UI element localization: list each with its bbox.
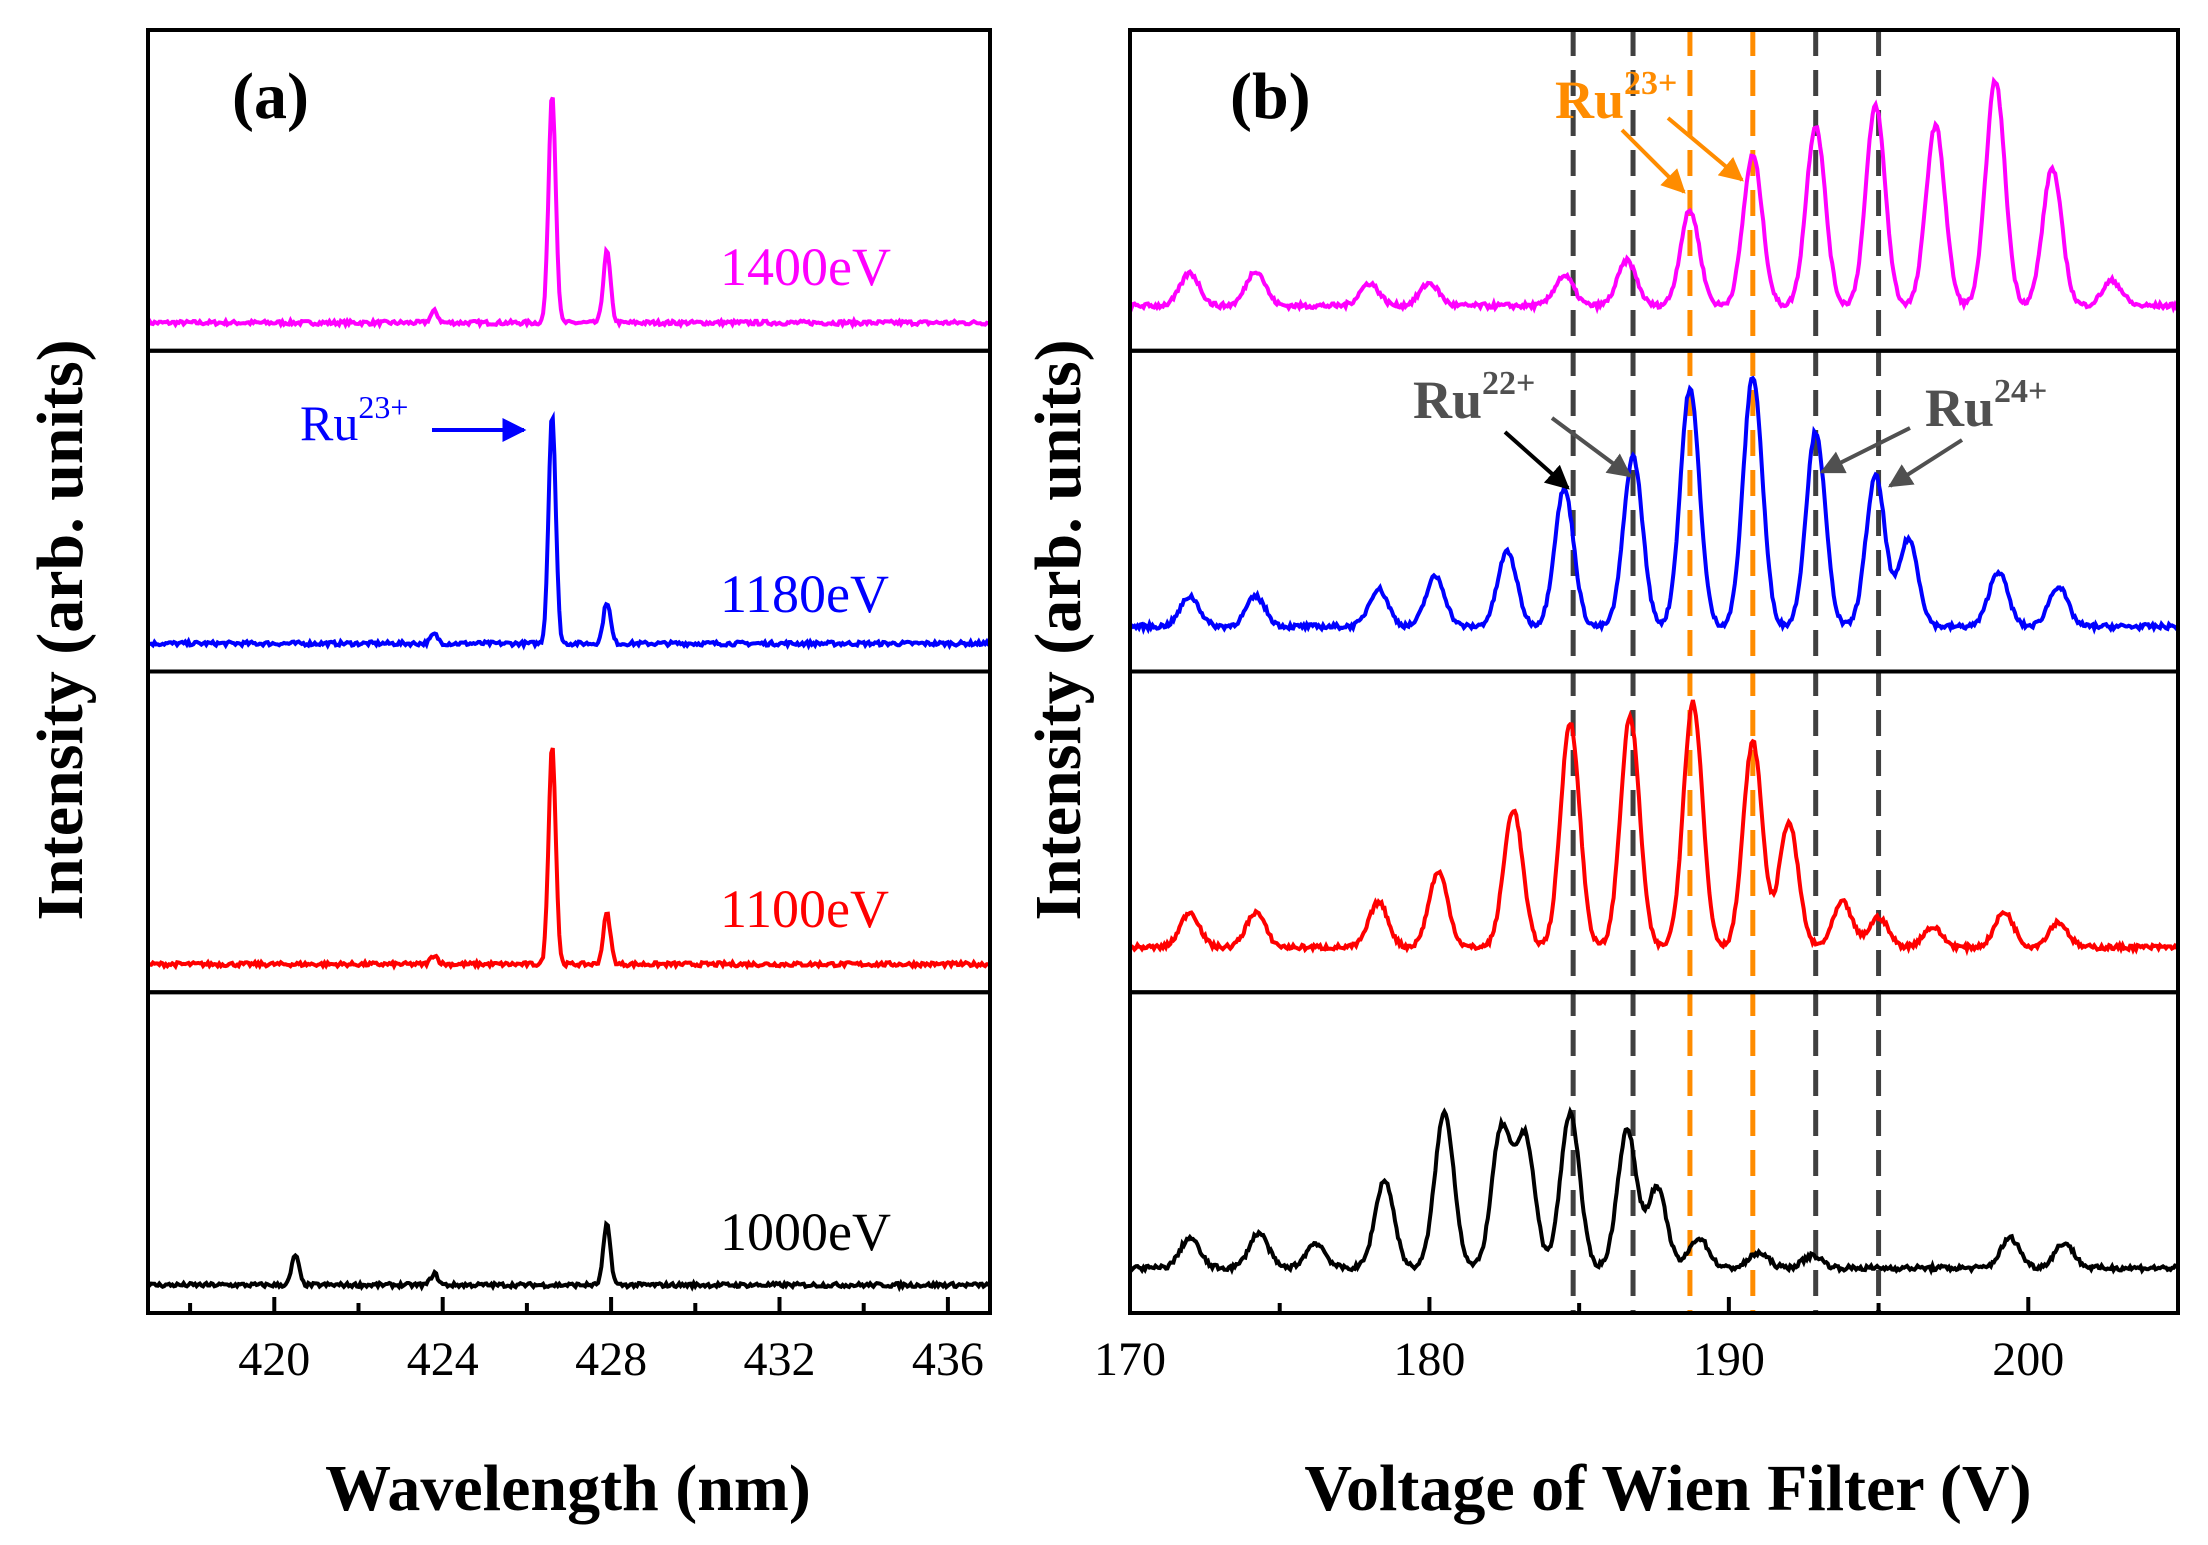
annotation-ru23-b: Ru23+ (1555, 65, 1744, 194)
annotation-ru23-b-arrow-1 (1620, 128, 1686, 194)
panel-a-ylabel: Intensity (arb. units) (24, 339, 97, 920)
panel-a-strip-frame (146, 990, 992, 1315)
panel-a-xlabel: Wavelength (nm) (325, 1452, 811, 1525)
panel-a-series-group (146, 96, 992, 1293)
series-line-1100ev (146, 747, 991, 971)
panel-b-strip-frame (1128, 990, 2180, 1315)
annotation-ru23-b-sup: 23+ (1624, 65, 1677, 102)
series-line-1000ev (146, 1220, 992, 1293)
annotation-ru23-a-sup: 23+ (358, 389, 408, 425)
svg-text:Ru23+: Ru23+ (1555, 65, 1677, 130)
annotation-ru24-b-sup: 24+ (1994, 373, 2047, 410)
annotation-ru22-b: Ru22+ (1413, 365, 1632, 490)
annotation-ru22-b-arrow-1 (1503, 430, 1570, 490)
panel-a-ticks: 420 424 428 432 436 (188, 1297, 984, 1386)
panel-b: 170 180 190 200 (b) Ru23+ Ru22+ Ru24+ (1094, 28, 2180, 1525)
panel-a-tick-label: 424 (407, 1333, 479, 1386)
svg-text:Ru24+: Ru24+ (1925, 373, 2047, 438)
panel-a-tick-label: 428 (575, 1333, 647, 1386)
series-label-1000ev: 1000eV (720, 1202, 891, 1262)
panel-b-frames (1128, 28, 2180, 1315)
annotation-ru22-b-arrow-2 (1550, 416, 1632, 478)
panel-b-label: (b) (1230, 60, 1311, 133)
panel-b-ylabel: Intensity (arb. units) (1022, 339, 1095, 920)
panel-b-xlabel: Voltage of Wien Filter (V) (1304, 1452, 2031, 1525)
annotation-ru24-b: Ru24+ (1819, 373, 2047, 488)
panel-a-label: (a) (232, 60, 309, 133)
series-line-1180ev (146, 411, 991, 651)
series-line-black (1128, 1105, 2180, 1276)
panel-a-strip-frame (146, 669, 992, 995)
annotation-ru23-b-arrow-2 (1666, 116, 1744, 182)
svg-text:Ru22+: Ru22+ (1413, 365, 1535, 430)
panel-b-tick-label: 190 (1693, 1333, 1765, 1386)
series-label-1180ev: 1180eV (720, 564, 889, 624)
series-label-1100ev: 1100eV (720, 879, 889, 939)
panel-a-tick-label: 432 (744, 1333, 816, 1386)
panel-b-tick-label: 200 (1992, 1333, 2064, 1386)
panel-a-frames (146, 28, 992, 1315)
annotation-ru22-b-sup: 22+ (1482, 365, 1535, 402)
annotation-ru24-b-base: Ru (1925, 378, 1994, 438)
panel-b-series-group (1128, 76, 2180, 1276)
panel-b-tick-label: 180 (1393, 1333, 1465, 1386)
panel-a-tick-label: 420 (238, 1333, 310, 1386)
annotation-ru23-a: Ru23+ (300, 389, 527, 451)
annotation-ru23-b-base: Ru (1555, 70, 1624, 130)
series-line-1400ev (146, 96, 992, 330)
annotation-ru22-b-base: Ru (1413, 370, 1482, 430)
series-label-1400ev: 1400eV (720, 237, 891, 297)
series-line-red (1128, 699, 2180, 957)
panel-a-tick-label: 436 (912, 1333, 984, 1386)
series-line-magenta (1128, 76, 2180, 315)
annotation-ru23-a-base: Ru (300, 395, 358, 451)
svg-text:Ru23+: Ru23+ (300, 389, 408, 451)
annotation-ru24-b-arrow-1 (1819, 426, 1911, 474)
panel-a: 420 424 428 432 436 (a) 1400eV 1180eV 1100eV… (146, 28, 992, 1525)
series-line-blue (1129, 375, 2180, 636)
annotation-ru24-b-arrow-2 (1887, 438, 1964, 488)
panel-b-ticks: 170 180 190 200 (1094, 1297, 2180, 1386)
panel-b-tick-label: 170 (1094, 1333, 1166, 1386)
